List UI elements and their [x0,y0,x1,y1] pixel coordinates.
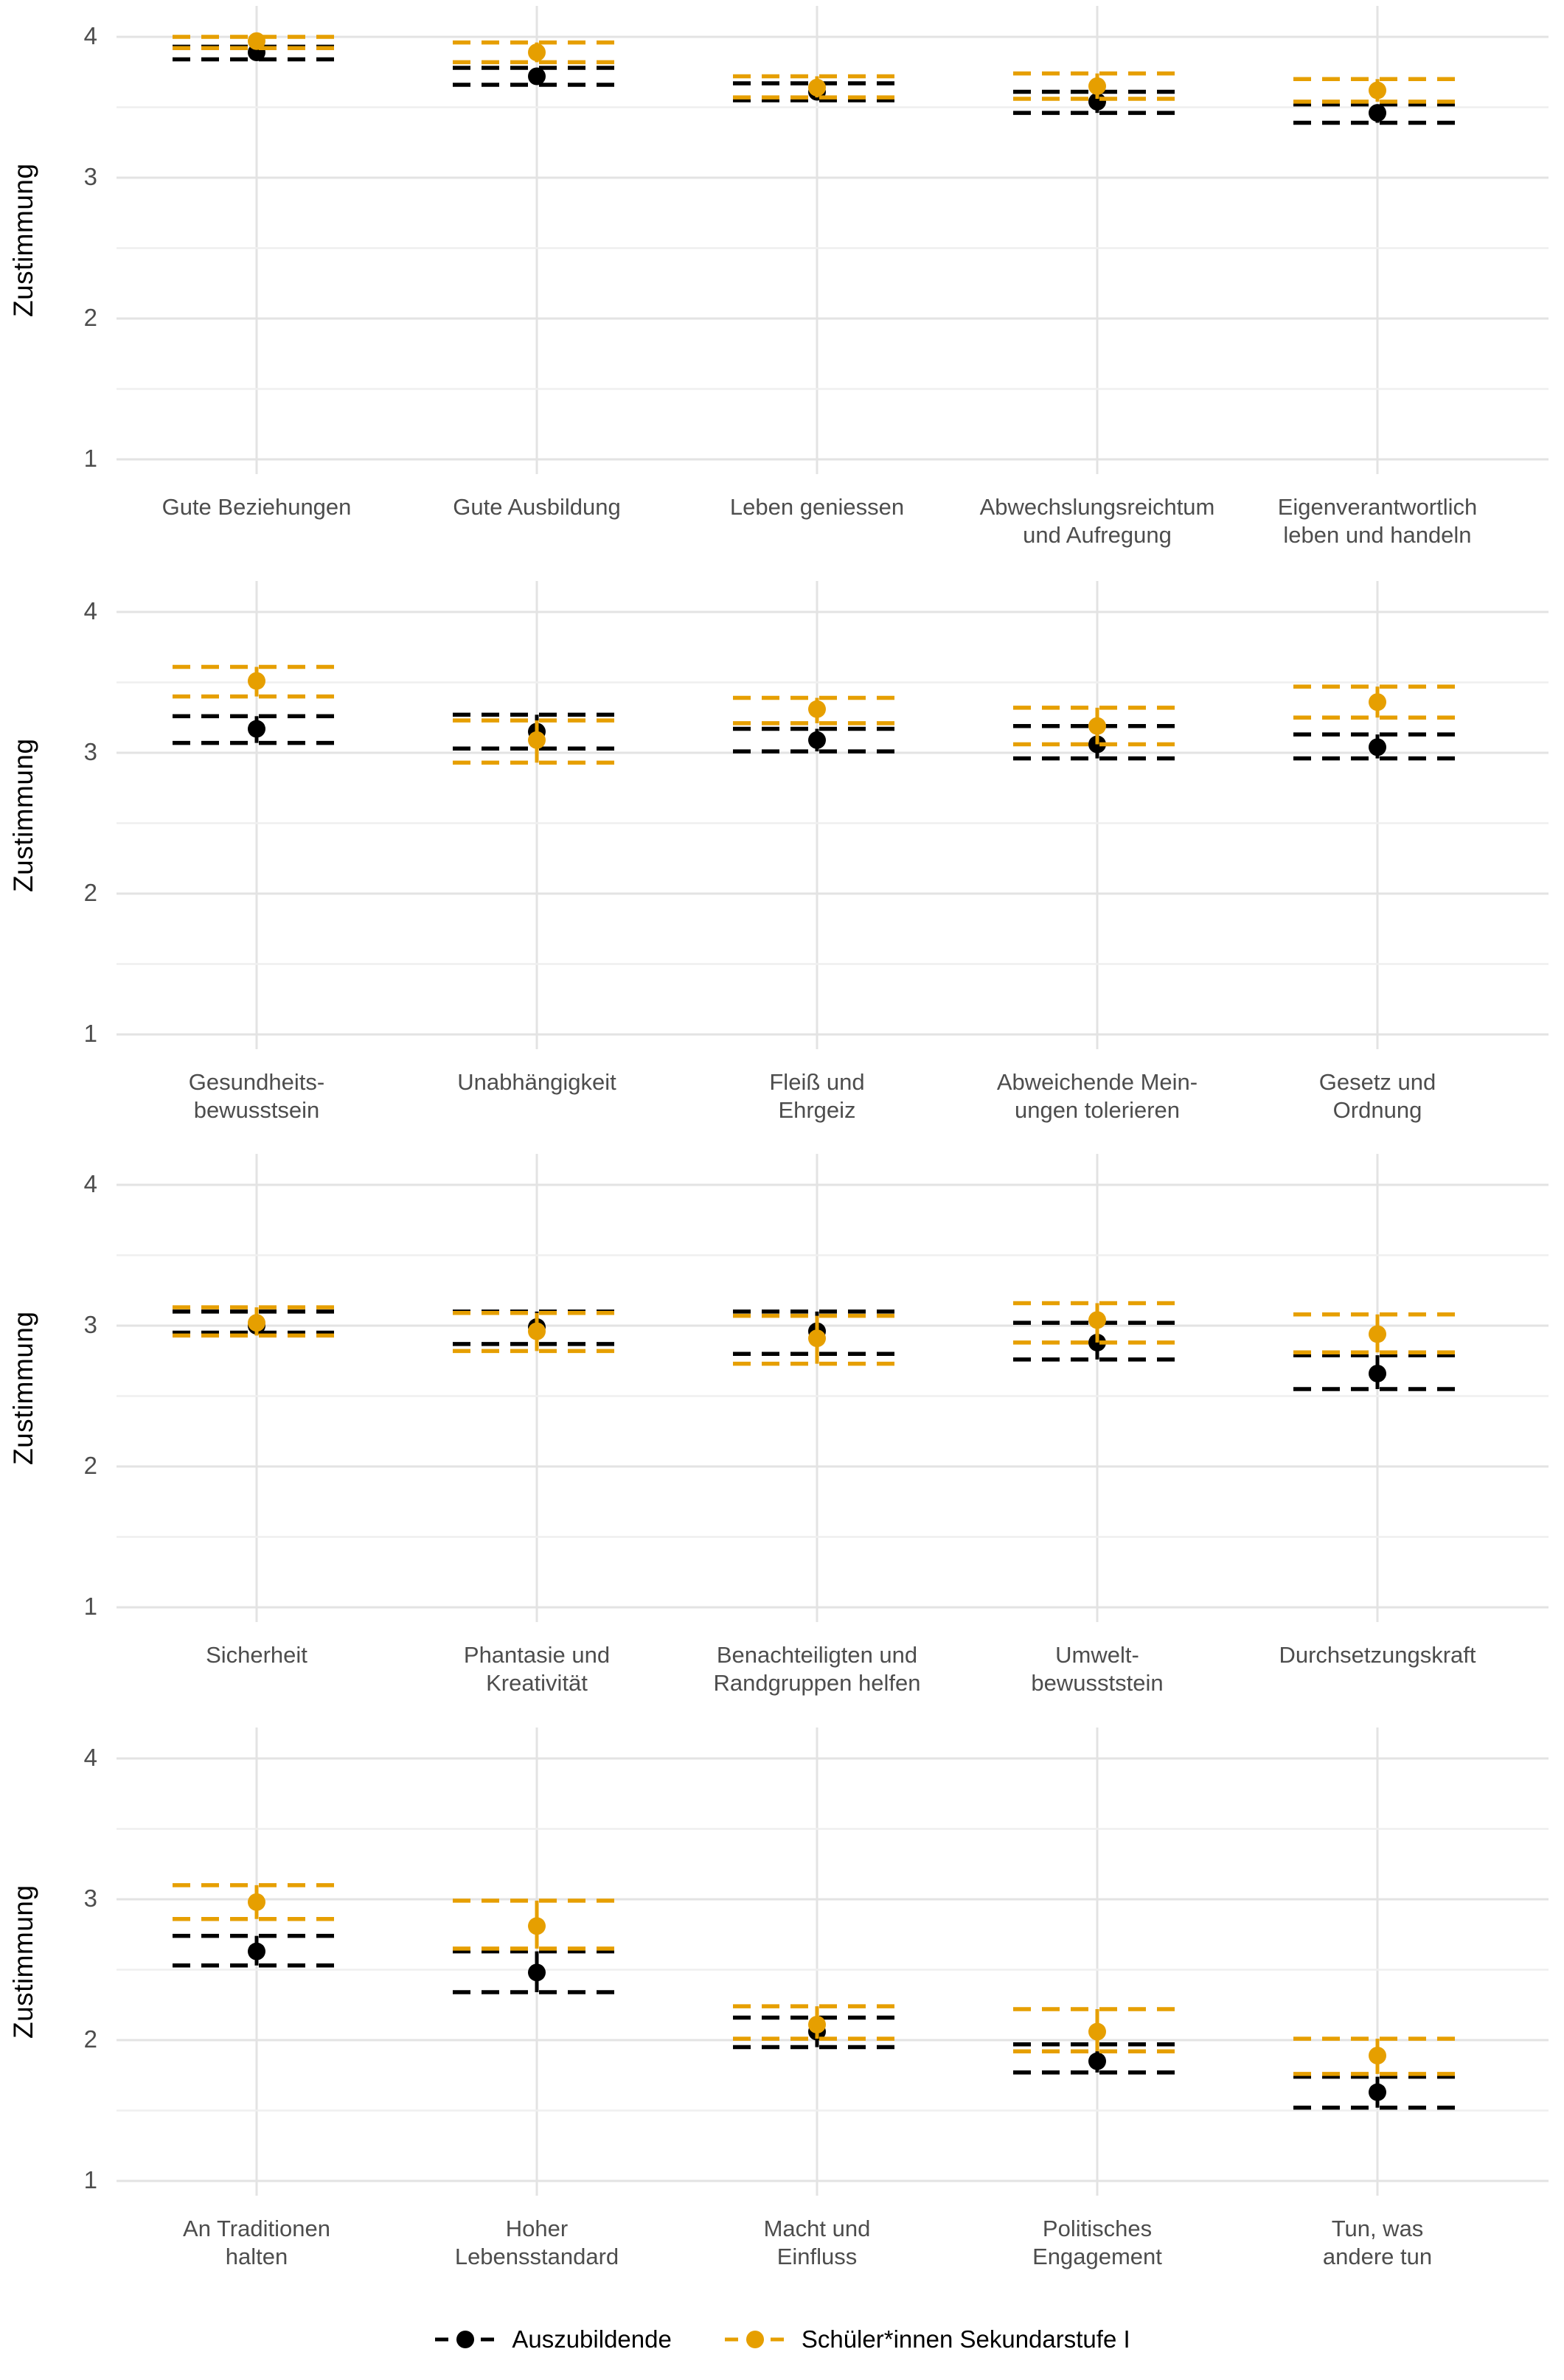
category-label: An Traditionen halten [183,2216,330,2269]
legend-key-schueler-icon [724,2331,785,2348]
y-tick-label: 2 [83,879,97,906]
legend-item-auszubildende: Auszubildende [434,2325,672,2353]
mean-point [808,2015,826,2033]
y-tick-label: 2 [83,2025,97,2053]
mean-point [528,731,546,749]
mean-point [248,1893,265,1911]
mean-point [1088,2022,1106,2041]
mean-point [528,1322,546,1340]
mean-point [248,32,265,50]
category-label: Benachteiligten und Randgruppen helfen [713,1642,921,1696]
category-label: Politisches Engagement [1032,2216,1162,2269]
category-label: Unabhängigkeit [457,1069,616,1095]
mean-point [528,1963,546,1982]
legend-key-auszubildende-icon [435,2331,496,2348]
y-axis-title: Zustimmung [8,163,38,317]
category-label: Gute Ausbildung [453,494,621,520]
mean-point [1369,1364,1386,1382]
legend-label-schueler: Schüler*innen Sekundarstufe I [801,2325,1130,2353]
mean-point [248,720,265,738]
mean-point [808,78,826,97]
y-tick-label: 3 [83,1885,97,1912]
y-tick-label: 4 [83,1170,97,1197]
mean-point [1369,693,1386,711]
category-label: Tun, was andere tun [1322,2216,1433,2269]
category-label: Hoher Lebensstandard [454,2216,619,2269]
category-label: Leben geniessen [729,494,905,520]
y-tick-label: 1 [83,2166,97,2193]
y-tick-label: 4 [83,22,97,49]
mean-point [248,1942,265,1960]
y-tick-label: 1 [83,1020,97,1047]
category-label: Gute Beziehungen [161,494,352,520]
mean-point [808,731,826,749]
mean-point [1369,2047,1386,2065]
mean-point [1088,1311,1106,1329]
mean-point [528,67,546,86]
y-axis-title: Zustimmung [8,738,38,892]
legend: Auszubildende Schüler*innen Sekundarstuf… [0,2314,1564,2365]
y-tick-label: 4 [83,1744,97,1771]
legend-item-schueler: Schüler*innen Sekundarstufe I [723,2325,1130,2353]
y-tick-label: 3 [83,738,97,765]
mean-point [528,44,546,62]
mean-point [528,1917,546,1935]
mean-point [1088,77,1106,95]
y-tick-label: 2 [83,1452,97,1479]
mean-point [1369,2083,1386,2101]
category-label: Abweichende Mein- ungen tolerieren [996,1069,1198,1123]
category-label: Gesetz und Ordnung [1318,1069,1436,1123]
category-label: Macht und Einfluss [763,2216,871,2269]
mean-point [1088,2052,1106,2070]
mean-point [1369,1325,1386,1343]
y-tick-label: 1 [83,1593,97,1620]
y-axis-title: Zustimmung [8,1311,38,1465]
mean-point [1369,738,1386,756]
category-label: Gesundheits- bewusstsein [188,1069,325,1123]
mean-point [1369,104,1386,122]
y-tick-label: 2 [83,304,97,331]
legend-label-auszubildende: Auszubildende [512,2325,672,2353]
y-tick-label: 1 [83,445,97,472]
mean-point [808,700,826,718]
mean-point [248,1314,265,1332]
category-label: Abwechslungsreichtum und Aufregung [979,494,1215,548]
y-tick-label: 3 [83,1311,97,1338]
category-label: Sicherheit [206,1642,307,1668]
category-label: Phantasie und Kreativität [463,1642,611,1696]
y-tick-label: 3 [83,163,97,190]
category-label: Fleiß und Ehrgeiz [769,1069,865,1123]
mean-point [1088,717,1106,735]
mean-point [1369,81,1386,100]
category-label: Umwelt- bewusststein [1031,1642,1164,1696]
mean-point [248,672,265,690]
y-axis-title: Zustimmung [8,1885,38,2039]
category-label: Durchsetzungskraft [1279,1642,1476,1668]
y-tick-label: 4 [83,597,97,624]
category-label: Eigenverantwortlich leben und handeln [1277,494,1478,548]
mean-point [808,1329,826,1348]
